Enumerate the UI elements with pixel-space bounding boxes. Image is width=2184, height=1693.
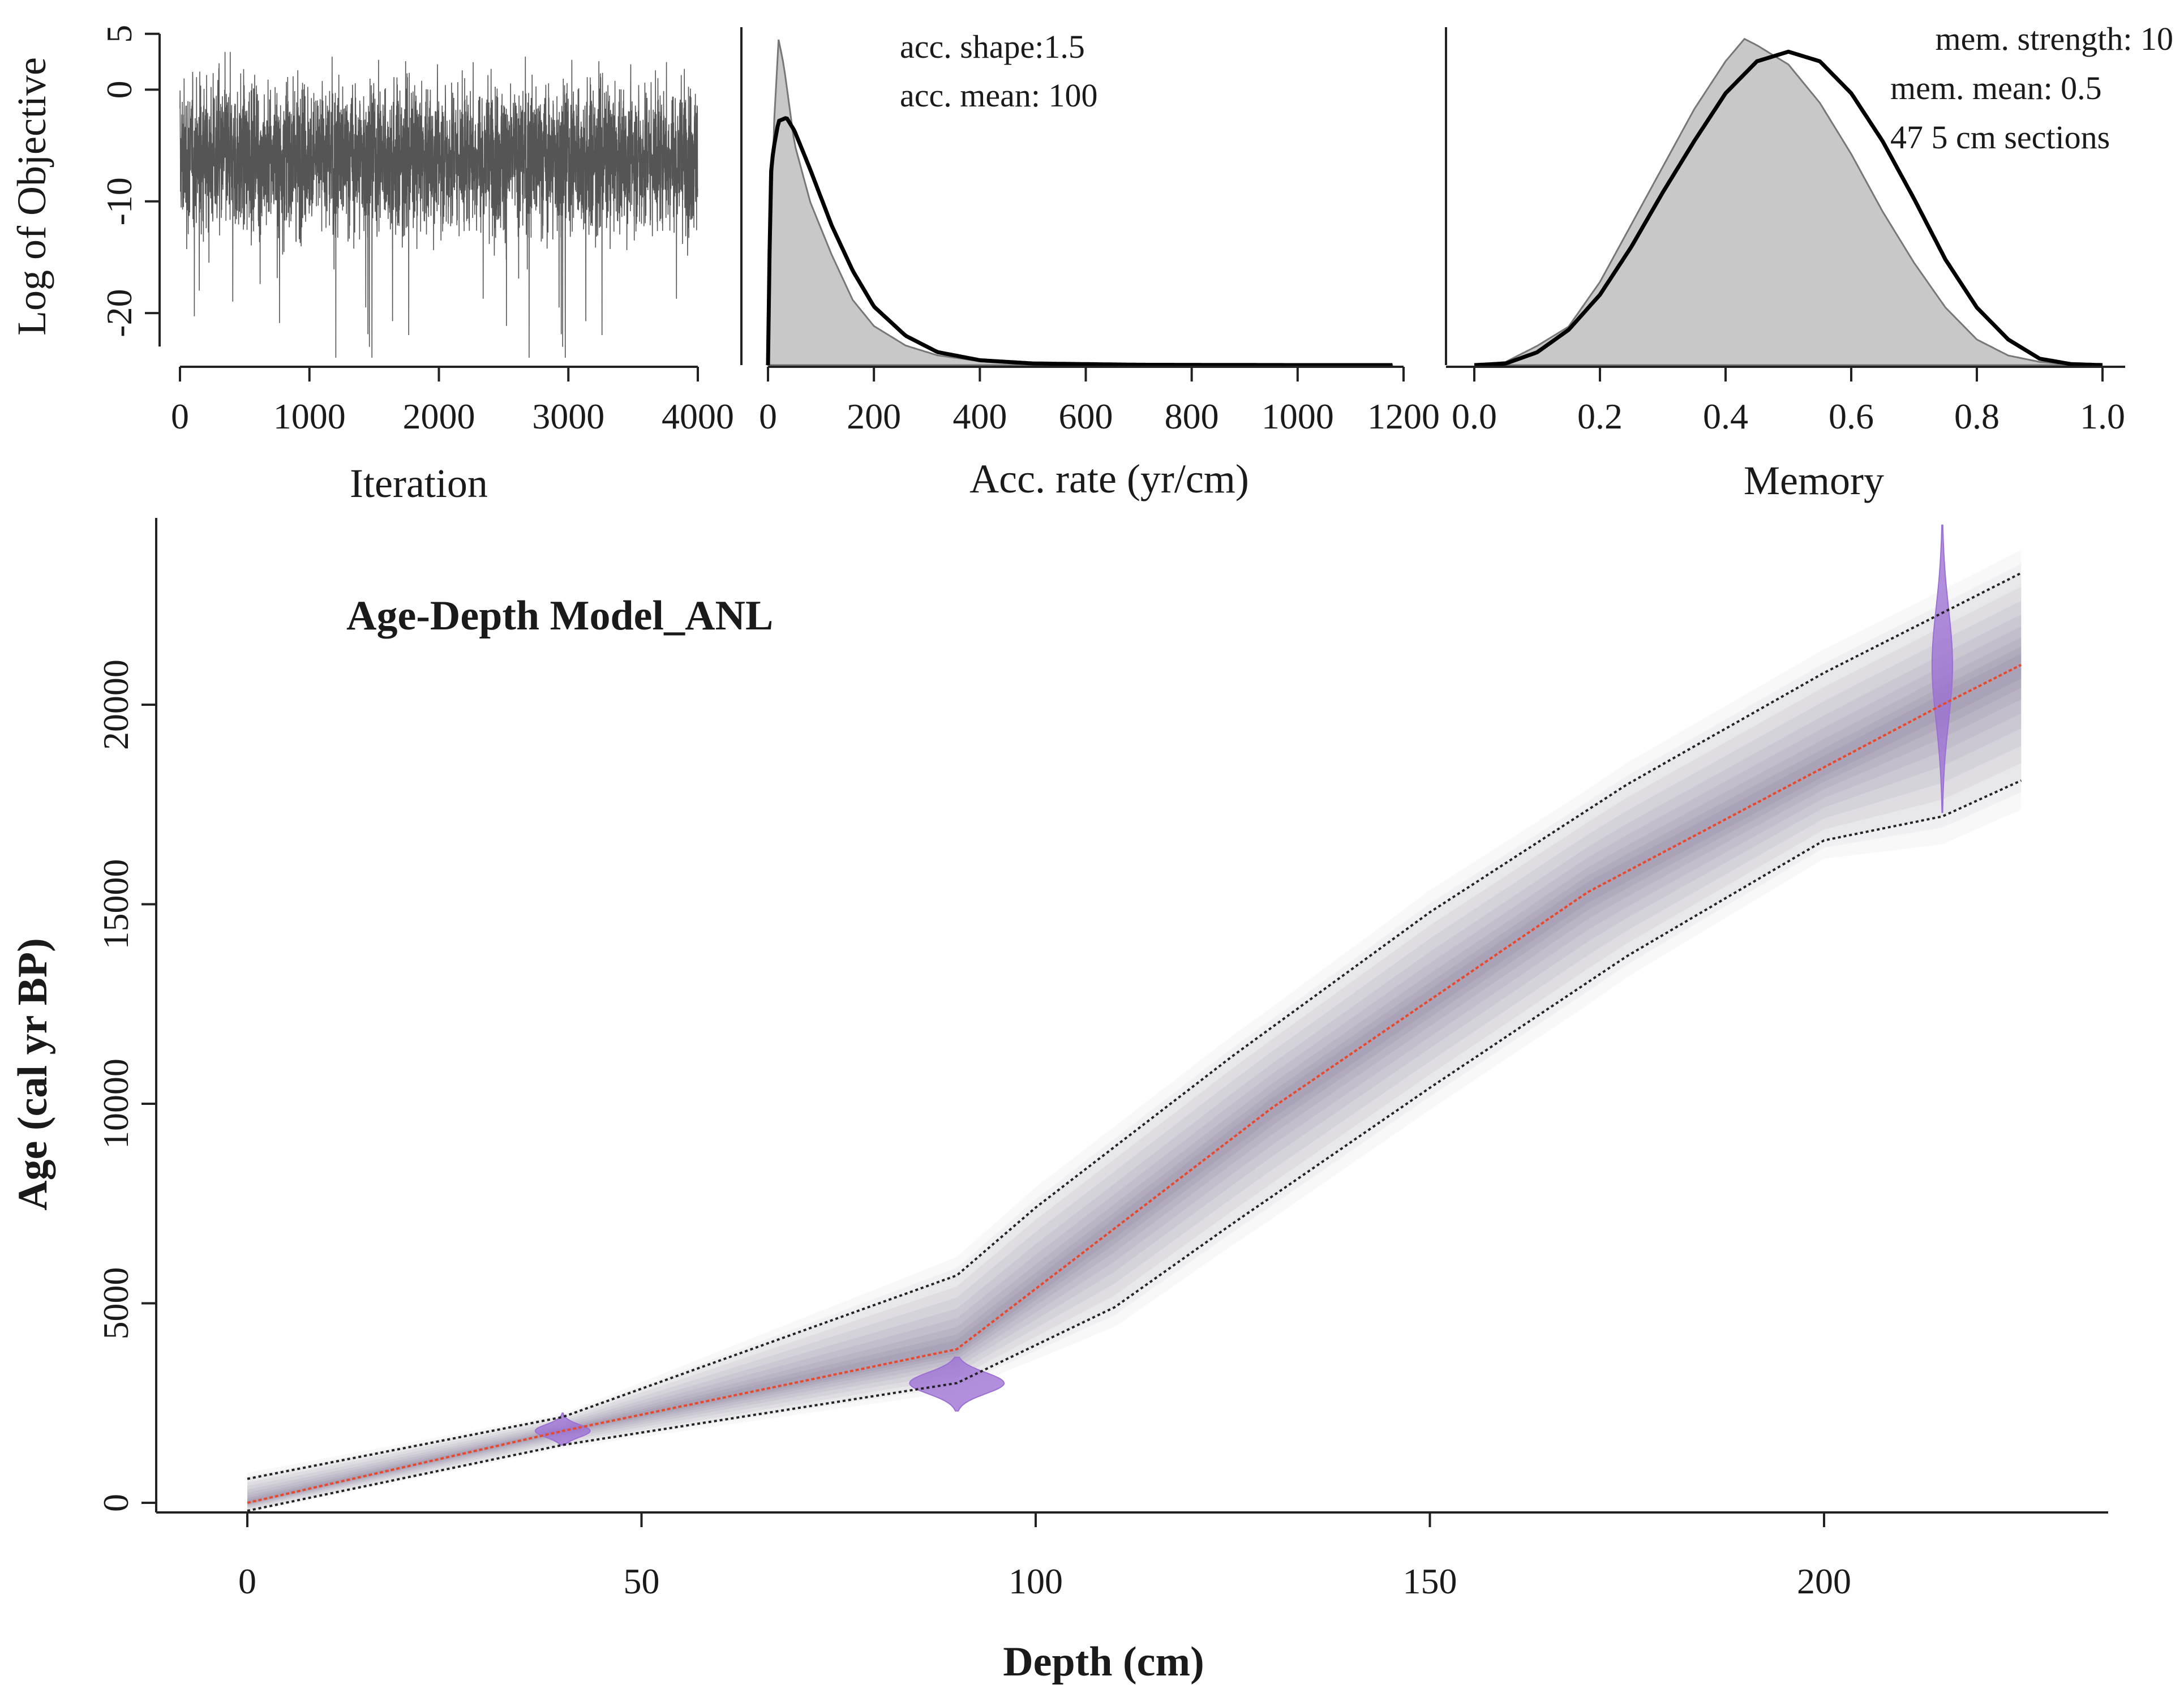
objective-y-tick-label: -20 [99,289,139,337]
age-y-tick-label: 15000 [96,859,136,950]
calibrated-dates [534,524,1953,1446]
age-model-probability-band [247,550,2022,1513]
acc-mean-annotation: acc. mean: 100 [900,77,1097,114]
acc-rate-x-tick-label: 0 [759,396,777,436]
iterations-y-ticks: -20 -10 0 5 [99,25,160,337]
acc-rate-x-tick-label: 800 [1165,396,1219,436]
lower-bound-line [247,779,2022,1512]
memory-x-tick-label: 1.0 [2080,396,2125,436]
depth-x-label: Depth (cm) [1003,1639,1204,1685]
trace-line [179,52,698,358]
probability-band-layer [247,586,2022,1510]
acc-rate-x-label: Acc. rate (yr/cm) [969,456,1249,502]
mean-age-line [247,663,2022,1504]
iterations-y-label: Log of Objective [9,57,54,336]
age-y-label: Age (cal yr BP) [10,938,56,1211]
calibrated-date-distribution [534,1412,591,1446]
upper-bound-line [247,572,2022,1480]
sections-annotation: 47 5 cm sections [1890,119,2110,156]
acc-rate-x-tick-label: 200 [847,396,901,436]
panel-acc-rate: 0 200 400 600 800 1000 1200 Acc. rate (yr/cm) … [740,27,1440,502]
memory-x-tick-label: 0.0 [1452,396,1497,436]
memory-x-tick-label: 0.8 [1954,396,2000,436]
acc-rate-x-tick-label: 1000 [1262,396,1334,436]
panel-memory: 0.0 0.2 0.4 0.6 0.8 1.0 Memory mem. strength:… [1445,20,2173,503]
depth-x-tick-label: 100 [1009,1561,1063,1601]
depth-x-ticks: 0 50 100 150 200 [238,1512,1851,1601]
acc-rate-x-tick-label: 600 [1059,396,1113,436]
iteration-x-tick-label: 0 [171,396,189,436]
iteration-x-tick-label: 2000 [403,396,475,436]
panel-iterations: 0 1000 2000 3000 4000 -20 -10 0 5 Iteration Log… [9,25,734,506]
memory-x-tick-label: 0.4 [1703,396,1748,436]
memory-prior-curve [1474,49,2103,367]
mem-strength-annotation: mem. strength: 10 [1936,20,2173,57]
acc-rate-prior-curve [766,116,1393,367]
age-y-tick-label: 5000 [96,1267,136,1340]
acc-rate-x-tick-label: 400 [952,396,1007,436]
calibrated-date-distribution [1931,524,1953,813]
iteration-trace [179,52,698,358]
age-y-ticks: 0 5000 10000 15000 20000 [96,659,156,1512]
probability-band-layer [247,550,2022,1513]
probability-band-layer [247,601,2022,1508]
objective-y-tick-label: 0 [99,80,139,98]
depth-x-tick-label: 0 [238,1561,256,1601]
memory-x-ticks: 0.0 0.2 0.4 0.6 0.8 1.0 [1452,367,2125,436]
iteration-x-tick-label: 4000 [662,396,734,436]
memory-x-tick-label: 0.2 [1577,396,1623,436]
depth-x-tick-label: 200 [1797,1561,1851,1601]
acc-shape-annotation: acc. shape:1.5 [900,28,1085,65]
memory-x-label: Memory [1744,458,1884,503]
age-y-tick-label: 10000 [96,1058,136,1149]
iteration-x-tick-label: 3000 [532,396,604,436]
probability-band-layer [247,573,2022,1511]
probability-band-layer [247,564,2022,1512]
iteration-x-tick-label: 1000 [273,396,346,436]
memory-x-tick-label: 0.6 [1829,396,1874,436]
age-depth-title: Age-Depth Model_ANL [346,593,773,639]
acc-rate-x-ticks: 0 200 400 600 800 1000 1200 [759,367,1440,436]
objective-y-tick-label: 5 [99,25,139,43]
objective-y-tick-label: -10 [99,177,139,225]
depth-x-tick-label: 50 [624,1561,660,1601]
panel-age-depth: 0 50 100 150 200 0 5000 10000 15000 20000 Age-De… [10,518,2108,1685]
iterations-x-ticks: 0 1000 2000 3000 4000 [171,367,734,436]
depth-x-tick-label: 150 [1403,1561,1457,1601]
age-y-tick-label: 0 [96,1494,136,1512]
mem-mean-annotation: mem. mean: 0.5 [1890,70,2102,106]
age-y-tick-label: 20000 [96,659,136,750]
iterations-x-label: Iteration [350,461,488,506]
acc-rate-x-tick-label: 1200 [1367,396,1440,436]
memory-posterior-density [1474,37,2103,366]
